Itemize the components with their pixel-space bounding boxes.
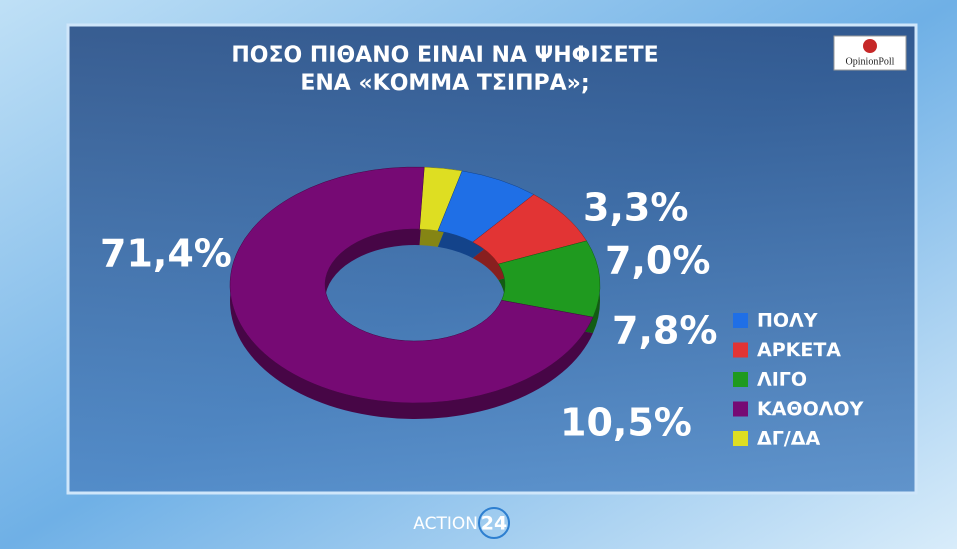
legend-label: ΚΑΘΟΛΟΥ <box>757 398 864 420</box>
legend-swatch <box>733 431 748 446</box>
logo-icon <box>863 39 877 53</box>
channel-ring <box>478 507 510 539</box>
data-label: 3,3% <box>583 186 688 230</box>
data-label: 7,8% <box>612 309 717 353</box>
data-label: 7,0% <box>605 239 710 283</box>
legend-swatch <box>733 342 748 358</box>
legend-swatch <box>733 372 748 387</box>
legend-swatch <box>733 401 748 417</box>
chart-title: ΕΝΑ «ΚΟΜΜΑ ΤΣΙΠΡΑ»; <box>300 71 589 96</box>
data-label: 10,5% <box>560 401 692 445</box>
legend-label: ΛΙΓΟ <box>757 369 807 391</box>
wedge <box>229 166 594 404</box>
data-label: 71,4% <box>100 232 232 276</box>
legend-swatch <box>733 313 748 328</box>
legend-label: ΠΟΛΥ <box>757 310 818 332</box>
channel-name: ACTION <box>413 514 478 534</box>
logo-text: OpinionPoll <box>846 56 895 67</box>
legend-label: ΑΡΚΕΤΑ <box>757 339 841 361</box>
legend-label: ΔΓ/ΔΑ <box>757 428 820 450</box>
chart-title: ΠΟΣΟ ΠΙΘΑΝΟ ΕΙΝΑΙ ΝΑ ΨΗΦΙΣΕΤΕ <box>231 43 658 68</box>
channel-number: 24 <box>481 513 507 535</box>
